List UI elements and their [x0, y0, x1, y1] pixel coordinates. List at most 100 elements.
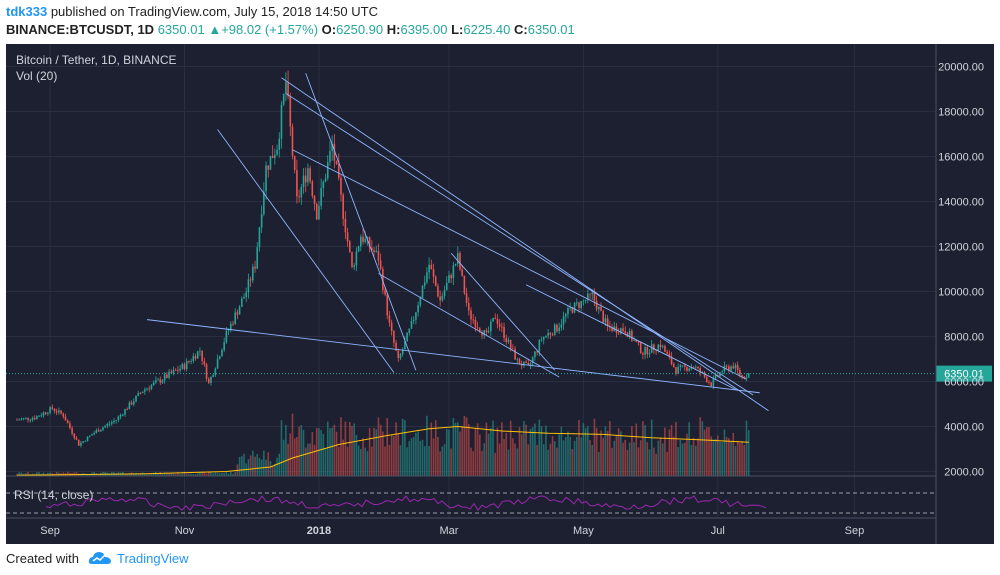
- volume-bar: [353, 423, 355, 476]
- volume-bar: [298, 426, 300, 476]
- candle-body: [42, 412, 45, 416]
- tradingview-cloud-icon[interactable]: [88, 549, 112, 567]
- chart-area[interactable]: 6350.01 2000.00 4000.00 6000.00 8000.00 1000…: [6, 44, 994, 544]
- candle-body: [426, 272, 428, 283]
- tradingview-link[interactable]: TradingView: [117, 551, 189, 566]
- volume-bar: [534, 423, 536, 476]
- candle-body: [430, 264, 433, 270]
- volume-bar: [304, 447, 307, 476]
- volume-bar: [564, 436, 567, 476]
- volume-bar: [18, 472, 21, 476]
- volume-bar: [452, 417, 455, 476]
- ohlc-info: BINANCE:BTCUSDT, 1D 6350.01 ▲+98.02 (+1.…: [6, 22, 575, 37]
- candle-body: [593, 292, 596, 301]
- candle-body: [51, 407, 54, 409]
- candle-body: [611, 327, 613, 331]
- volume-bar: [313, 444, 316, 476]
- volume-bar: [148, 474, 151, 476]
- volume-bar: [490, 428, 492, 476]
- volume-bar: [278, 453, 281, 476]
- candle-body: [207, 378, 210, 383]
- volume-bar: [421, 439, 424, 476]
- volume-bar: [223, 472, 225, 476]
- trendline: [378, 273, 560, 378]
- candle-body: [736, 365, 739, 370]
- candle-body: [97, 430, 100, 432]
- candle-body: [697, 366, 699, 369]
- volume-bar: [88, 474, 91, 476]
- volume-bar: [595, 427, 598, 476]
- volume-bar: [626, 449, 629, 476]
- rsi-line: [45, 495, 767, 511]
- price-change: +98.02 (+1.57%): [221, 22, 319, 37]
- candle-body: [203, 361, 206, 365]
- open-label: O:: [321, 22, 337, 37]
- candle-body: [375, 251, 378, 252]
- time-axis[interactable]: Sep Nov 2018 Mar May Jul Sep: [40, 525, 864, 537]
- candle-body: [236, 312, 239, 315]
- candle-body: [342, 194, 344, 219]
- volume-bar: [540, 426, 543, 476]
- candle-body: [415, 312, 417, 320]
- volume-bar: [624, 439, 627, 476]
- candle-body: [653, 344, 655, 351]
- candle-body: [666, 351, 668, 354]
- candle-body: [620, 328, 622, 334]
- candle-body: [551, 334, 554, 336]
- candle-body: [525, 361, 527, 364]
- candle-body: [527, 363, 530, 365]
- volume-bar: [483, 443, 486, 476]
- volume-bar: [498, 443, 501, 476]
- volume-bar: [461, 425, 463, 476]
- candle-body: [348, 241, 351, 252]
- candle-body: [49, 407, 51, 414]
- trendline: [292, 149, 747, 380]
- candle-body: [631, 331, 633, 341]
- trendline: [146, 319, 760, 394]
- volume-bar: [538, 419, 541, 476]
- volume-bar: [545, 425, 547, 476]
- candle-body: [285, 82, 287, 94]
- candle-body: [194, 356, 197, 359]
- candle-body: [82, 441, 84, 443]
- volume-bar: [346, 446, 349, 476]
- candle-body: [340, 177, 342, 195]
- candle-body: [448, 275, 450, 283]
- price-chart[interactable]: 6350.01 2000.00 4000.00 6000.00 8000.00 1000…: [6, 44, 994, 544]
- candle-body: [481, 332, 483, 336]
- volume-bar: [525, 424, 527, 476]
- candle-body: [188, 361, 190, 362]
- volume-bar: [598, 451, 600, 476]
- candle-body: [706, 377, 708, 383]
- candle-body: [337, 164, 340, 178]
- candle-body: [692, 366, 695, 368]
- volume-bar: [163, 472, 166, 476]
- candle-body: [53, 408, 56, 412]
- candle-body: [463, 275, 466, 294]
- volume-bar: [657, 440, 660, 476]
- candle-body: [144, 389, 146, 392]
- candle-body: [291, 126, 294, 156]
- volume-bar: [644, 424, 646, 476]
- volume-bar: [679, 440, 682, 476]
- candle-body: [146, 388, 148, 390]
- candle-body: [106, 424, 109, 426]
- candle-body: [177, 370, 179, 371]
- price-axis[interactable]: 2000.00 4000.00 6000.00 8000.00 10000.00 1200…: [938, 62, 984, 479]
- candle-body: [417, 305, 419, 313]
- trendlines[interactable]: [146, 73, 769, 412]
- candle-body: [624, 331, 627, 333]
- volume-bar: [730, 441, 732, 476]
- volume-bar: [192, 473, 195, 476]
- volume-bar: [437, 437, 439, 476]
- candle-body: [445, 282, 448, 291]
- volume-bar: [344, 421, 347, 476]
- candle-body: [216, 358, 219, 369]
- volume-bar: [150, 473, 153, 476]
- volume-bar: [741, 441, 743, 476]
- candle-body: [278, 138, 281, 150]
- volume-bar: [465, 417, 468, 476]
- volume-bar: [360, 449, 362, 476]
- candle-body: [419, 297, 422, 306]
- author-link[interactable]: tdk333: [6, 4, 48, 19]
